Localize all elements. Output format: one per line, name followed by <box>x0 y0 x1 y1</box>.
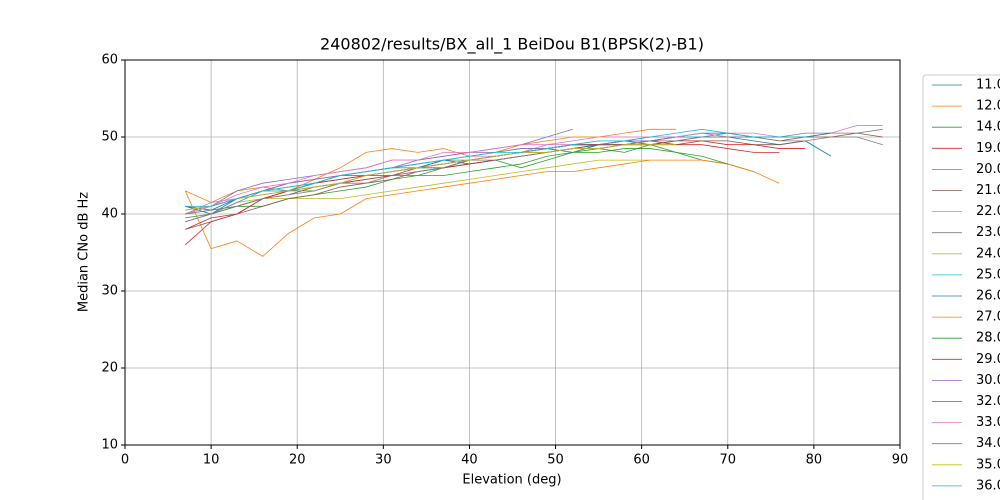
legend-label: 34.0 <box>976 436 1000 451</box>
legend-label: 23.0 <box>976 225 1000 240</box>
legend-label: 21.0 <box>976 183 1000 198</box>
plot-frame <box>124 59 901 446</box>
legend-box <box>922 74 1000 500</box>
y-tick-label: 50 <box>101 130 118 145</box>
legend-label: 30.0 <box>976 373 1000 388</box>
x-tick-label: 60 <box>633 453 650 468</box>
legend-label: 28.0 <box>976 331 1000 346</box>
legend-label: 36.0 <box>976 478 1000 493</box>
legend-label: 32.0 <box>976 394 1000 409</box>
legend-label: 11.0 <box>976 78 1000 93</box>
x-tick-label: 50 <box>547 453 564 468</box>
series-line <box>185 132 728 215</box>
y-tick-label: 20 <box>101 361 118 376</box>
series-line <box>185 128 806 207</box>
series-line <box>185 128 677 203</box>
x-axis-label: Elevation (deg) <box>462 473 561 488</box>
series-line <box>185 132 883 223</box>
legend-label: 20.0 <box>976 162 1000 177</box>
y-tick-label: 30 <box>101 284 118 299</box>
legend-label: 19.0 <box>976 141 1000 156</box>
x-tick-label: 90 <box>892 453 909 468</box>
y-tick-label: 60 <box>101 53 118 68</box>
y-tick-label: 40 <box>101 207 118 222</box>
x-tick-label: 0 <box>121 453 129 468</box>
legend-label: 35.0 <box>976 457 1000 472</box>
legend-label: 25.0 <box>976 267 1000 282</box>
x-tick-label: 70 <box>720 453 737 468</box>
x-tick-label: 80 <box>806 453 823 468</box>
legend-label: 27.0 <box>976 310 1000 325</box>
legend-label: 12.0 <box>976 99 1000 114</box>
x-tick-label: 20 <box>289 453 306 468</box>
legend-label: 29.0 <box>976 352 1000 367</box>
x-tick-label: 30 <box>375 453 392 468</box>
legend-label: 24.0 <box>976 246 1000 261</box>
y-axis-label: Median CNo dB Hz <box>77 192 92 312</box>
series-line <box>185 132 780 215</box>
legend-label: 14.0 <box>976 120 1000 135</box>
series-line <box>185 144 677 211</box>
x-tick-label: 10 <box>203 453 220 468</box>
legend-label: 33.0 <box>976 415 1000 430</box>
series-line <box>185 148 728 219</box>
legend-label: 22.0 <box>976 204 1000 219</box>
series-line <box>184 159 780 257</box>
series-line <box>185 136 883 215</box>
legend-label: 26.0 <box>976 289 1000 304</box>
series-line <box>185 132 728 223</box>
chart-title: 240802/results/BX_all_1 BeiDou B1(BPSK(2… <box>320 35 704 55</box>
x-tick-label: 40 <box>461 453 478 468</box>
y-tick-label: 10 <box>101 438 118 453</box>
